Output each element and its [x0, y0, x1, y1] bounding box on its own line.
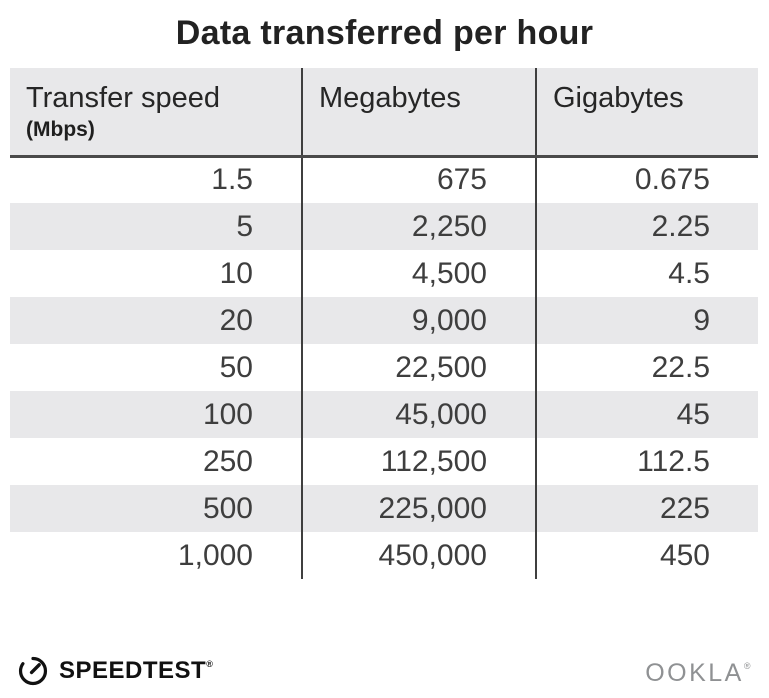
data-table: Transfer speed (Mbps) Megabytes Gigabyte…: [10, 68, 758, 579]
table-cell: 4.5: [535, 250, 758, 297]
page-title: Data transferred per hour: [175, 14, 594, 52]
column-header-label: Gigabytes: [553, 82, 684, 114]
table-cell: 45,000: [301, 391, 536, 438]
table-row: 1,000 450,000 450: [10, 532, 758, 579]
table-cell: 225,000: [301, 485, 536, 532]
table-cell: 450: [535, 532, 758, 579]
table-cell: 675: [301, 156, 536, 203]
table-cell: 250: [10, 438, 302, 485]
ookla-logo: OOKLA®: [645, 659, 753, 688]
registered-trademark-icon: ®: [206, 659, 214, 669]
table-row: 1.5 675 0.675: [10, 156, 758, 203]
table-cell: 2,250: [301, 203, 536, 250]
table-cell: 112.5: [535, 438, 758, 485]
table-row: 20 9,000 9: [10, 297, 758, 344]
table-cell: 9,000: [301, 297, 536, 344]
column-header-transfer-speed: Transfer speed (Mbps): [10, 68, 302, 158]
table-cell: 112,500: [301, 438, 536, 485]
table-cell: 50: [10, 344, 302, 391]
table-cell: 9: [535, 297, 758, 344]
column-header-label: Megabytes: [319, 82, 461, 114]
table-row: 10 4,500 4.5: [10, 250, 758, 297]
table-row: 5 2,250 2.25: [10, 203, 758, 250]
table-cell: 20: [10, 297, 302, 344]
table-cell: 10: [10, 250, 302, 297]
table-cell: 5: [10, 203, 302, 250]
footer: SPEEDTEST® OOKLA®: [0, 654, 769, 698]
table-cell: 22.5: [535, 344, 758, 391]
table-cell: 4,500: [301, 250, 536, 297]
ookla-wordmark: OOKLA®: [645, 659, 753, 687]
speedtest-gauge-icon: [18, 656, 48, 686]
table-cell: 100: [10, 391, 302, 438]
column-header-gigabytes: Gigabytes: [535, 68, 758, 158]
speedtest-logo: SPEEDTEST®: [16, 654, 213, 688]
column-header-megabytes: Megabytes: [301, 68, 536, 158]
table-cell: 2.25: [535, 203, 758, 250]
table-body: 1.5 675 0.675 5 2,250 2.25 10 4,500 4.5 20 9,000 9 5…: [10, 156, 758, 579]
table-header: Transfer speed (Mbps) Megabytes Gigabyte…: [10, 68, 758, 158]
table-cell: 1.5: [10, 156, 302, 203]
table-row: 50 22,500 22.5: [10, 344, 758, 391]
table-cell: 1,000: [10, 532, 302, 579]
table-cell: 0.675: [535, 156, 758, 203]
table-cell: 22,500: [301, 344, 536, 391]
table-row: 100 45,000 45: [10, 391, 758, 438]
speedtest-wordmark: SPEEDTEST®: [59, 657, 214, 684]
table-row: 500 225,000 225: [10, 485, 758, 532]
table-cell: 450,000: [301, 532, 536, 579]
column-header-label: Transfer speed: [26, 82, 220, 114]
table-cell: 500: [10, 485, 302, 532]
registered-trademark-icon: ®: [743, 661, 753, 671]
column-header-sublabel: (Mbps): [26, 118, 95, 141]
table-cell: 225: [535, 485, 758, 532]
table-row: 250 112,500 112.5: [10, 438, 758, 485]
table-cell: 45: [535, 391, 758, 438]
